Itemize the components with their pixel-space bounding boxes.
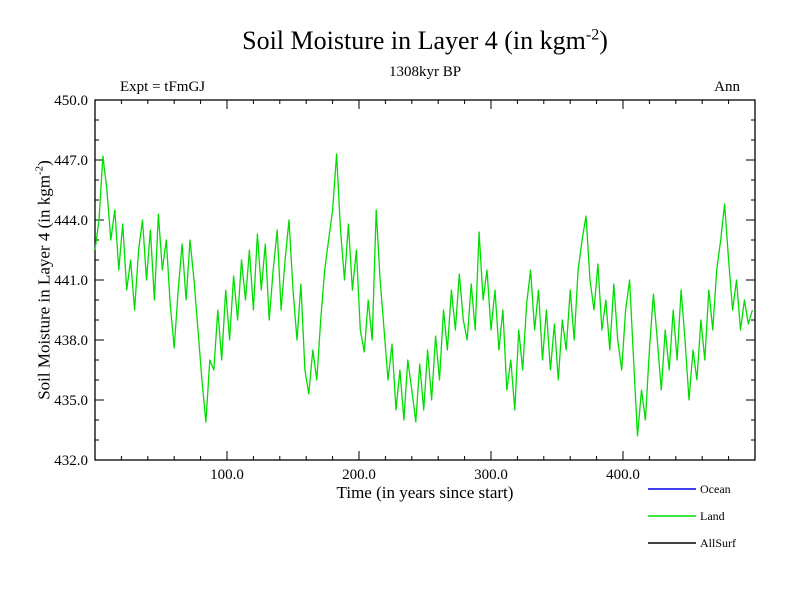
chart-title-superscript: -2: [585, 26, 600, 44]
x-tick-label: 300.0: [474, 467, 508, 483]
y-tick-label: 441.0: [54, 273, 88, 289]
y-tick-label: 447.0: [54, 153, 88, 169]
legend-label-allsurf: AllSurf: [700, 535, 736, 550]
experiment-label: Expt = tFmGJ: [120, 79, 206, 95]
legend-label-land: Land: [700, 508, 725, 523]
y-tick-label: 435.0: [54, 393, 88, 409]
legend-item-allsurf: AllSurf: [648, 536, 736, 550]
x-tick-label: 100.0: [210, 467, 244, 483]
chart-subtitle: 1308kyr BP: [388, 64, 462, 80]
x-tick-label: 200.0: [342, 467, 376, 483]
y-tick-label: 444.0: [54, 213, 88, 229]
period-label: Ann: [714, 79, 740, 95]
legend-line-land-icon: [648, 515, 696, 517]
y-tick-label: 432.0: [54, 453, 88, 469]
legend-line-allsurf-icon: [648, 542, 696, 544]
legend-line-ocean-icon: [648, 488, 696, 490]
chart-title-text: Soil Moisture in Layer 4 (in kgm: [242, 26, 586, 55]
x-tick-label: 400.0: [606, 467, 640, 483]
y-tick-label: 450.0: [54, 93, 88, 109]
x-axis-title: Time (in years since start): [336, 483, 514, 502]
y-tick-label: 438.0: [54, 333, 88, 349]
legend-label-ocean: Ocean: [700, 481, 731, 496]
chart-title-close: ): [599, 26, 608, 55]
series-line-land: [94, 153, 754, 437]
legend-item-land: Land: [648, 509, 725, 523]
legend-item-ocean: Ocean: [648, 482, 731, 496]
chart-title: Soil Moisture in Layer 4 (in kgm-2): [242, 26, 608, 56]
